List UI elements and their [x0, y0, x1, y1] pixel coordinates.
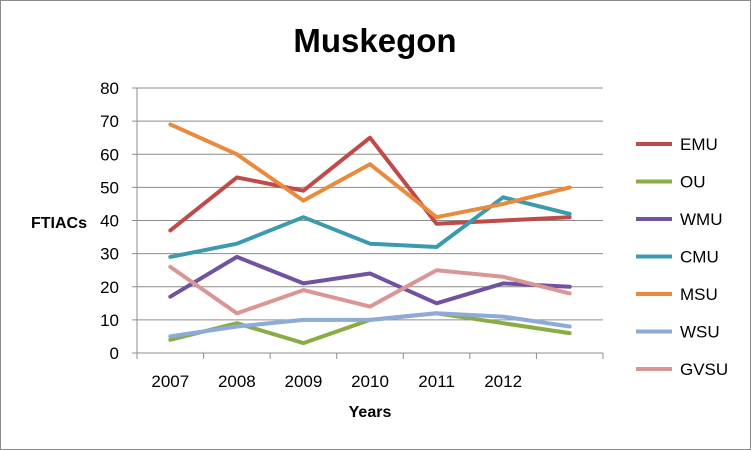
- series-line-cmu: [168, 195, 572, 259]
- x-tick-label-2010: 2010: [351, 372, 389, 391]
- legend-label-wmu: WMU: [680, 210, 722, 229]
- plot-area: 0 10 20 30 40 50 60 70 80 2007 2008 2009 2010 2011 201…: [100, 79, 604, 391]
- y-tick-label-70: 70: [100, 112, 119, 131]
- legend: EMU OU WMU CMU MSU WSU GVSU: [636, 135, 728, 379]
- y-tick-label-20: 20: [100, 278, 119, 297]
- chart-title: Muskegon: [293, 22, 456, 59]
- x-tick-label-2009: 2009: [285, 372, 323, 391]
- y-tick-label-30: 30: [100, 245, 119, 264]
- series-line-gvsu: [168, 264, 572, 316]
- y-tick-label-80: 80: [100, 79, 119, 98]
- y-tick-label-0: 0: [110, 344, 119, 363]
- y-tick-label-50: 50: [100, 178, 119, 197]
- series-line-wmu: [168, 254, 572, 306]
- series-line-emu: [168, 135, 572, 233]
- legend-label-msu: MSU: [680, 285, 718, 304]
- legend-label-cmu: CMU: [680, 248, 719, 267]
- legend-label-gvsu: GVSU: [680, 360, 728, 379]
- x-tick-label-2008: 2008: [218, 372, 256, 391]
- y-tick-label-40: 40: [100, 212, 119, 231]
- x-tick-label-2012: 2012: [484, 372, 522, 391]
- series-line-msu: [168, 122, 572, 220]
- y-tick-label-60: 60: [100, 145, 119, 164]
- series-line-wsu: [168, 311, 572, 339]
- x-axis-title: Years: [349, 404, 392, 421]
- legend-label-ou: OU: [680, 173, 706, 192]
- x-tick-label-2011: 2011: [418, 372, 455, 391]
- y-tick-label-10: 10: [100, 311, 119, 330]
- legend-label-wsu: WSU: [680, 323, 720, 342]
- legend-label-emu: EMU: [680, 135, 718, 154]
- y-axis-title: FTIACs: [31, 215, 87, 232]
- x-tick-label-2007: 2007: [151, 372, 189, 391]
